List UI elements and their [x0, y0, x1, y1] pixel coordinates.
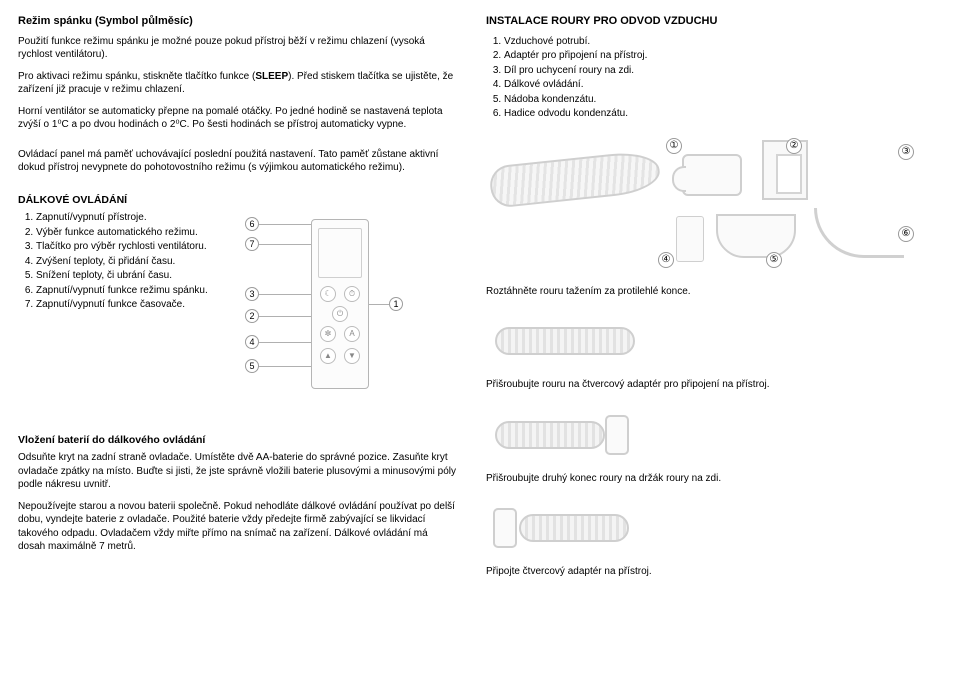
- part-5: Nádoba kondenzátu.: [504, 93, 938, 107]
- sleep-p3: Horní ventilátor se automaticky přepne n…: [18, 105, 456, 132]
- remote-item-1: Zapnutí/vypnutí přístroje.: [36, 211, 223, 225]
- parts-figure: ① ② ③ ④ ⑤ ⑥: [486, 136, 916, 271]
- fig-step2: [486, 406, 646, 462]
- pc-2: ②: [786, 138, 802, 154]
- step-3: Přišroubujte druhý konec roury na držák …: [486, 472, 938, 486]
- remote-up-icon: ▲: [320, 348, 336, 364]
- tray-shape: [716, 214, 796, 258]
- hose-shape: [488, 149, 661, 209]
- fig-step1: [486, 312, 646, 368]
- pc-4: ④: [658, 252, 674, 268]
- remote-body: ☾ ⏱ ⏻ ✼ A ▲ ▼: [311, 219, 369, 389]
- part-1: Vzduchové potrubí.: [504, 35, 938, 49]
- pc-5: ⑤: [766, 252, 782, 268]
- pipe-shape: [814, 208, 904, 258]
- remote-sleep-icon: ☾: [320, 286, 336, 302]
- step-4: Připojte čtvercový adaptér na přístroj.: [486, 565, 938, 579]
- small-remote-shape: [676, 216, 704, 262]
- remote-item-6: Zapnutí/vypnutí funkce režimu spánku.: [36, 284, 223, 298]
- remote-figure: 6 7 3 2 4 5 1 ☾ ⏱ ⏻ ✼ A ▲ ▼: [241, 211, 411, 411]
- part-3: Díl pro uchycení roury na zdi.: [504, 64, 938, 78]
- callout-7: 7: [245, 237, 259, 251]
- remote-down-icon: ▼: [344, 348, 360, 364]
- right-column: INSTALACE ROURY PRO ODVOD VZDUCHU Vzduch…: [478, 14, 938, 669]
- remote-fan-icon: ✼: [320, 326, 336, 342]
- remote-display: [318, 228, 362, 278]
- pc-6: ⑥: [898, 226, 914, 242]
- callout-1: 1: [389, 297, 403, 311]
- left-column: Režim spánku (Symbol půlměsíc) Použití f…: [18, 14, 478, 669]
- callout-6: 6: [245, 217, 259, 231]
- install-title: INSTALACE ROURY PRO ODVOD VZDUCHU: [486, 14, 938, 29]
- remote-item-7: Zapnutí/vypnutí funkce časovače.: [36, 298, 223, 312]
- sleep-p2a: Pro aktivaci režimu spánku, stiskněte tl…: [18, 71, 255, 82]
- remote-row: Zapnutí/vypnutí přístroje. Výběr funkce …: [18, 211, 456, 411]
- remote-item-3: Tlačítko pro výběr rychlosti ventilátoru…: [36, 240, 223, 254]
- battery-title: Vložení baterií do dálkového ovládání: [18, 433, 456, 447]
- remote-title: DÁLKOVÉ OVLÁDÁNÍ: [18, 193, 456, 207]
- fig-step3: [486, 499, 646, 555]
- step-1: Roztáhněte rouru tažením za protilehlé k…: [486, 285, 938, 299]
- remote-timer-icon: ⏱: [344, 286, 360, 302]
- remote-item-5: Snížení teploty, či ubrání času.: [36, 269, 223, 283]
- remote-item-2: Výběr funkce automatického režimu.: [36, 226, 223, 240]
- callout-5: 5: [245, 359, 259, 373]
- sleep-p2: Pro aktivaci režimu spánku, stiskněte tl…: [18, 70, 456, 97]
- part-6: Hadice odvodu kondenzátu.: [504, 107, 938, 121]
- battery-p2: Nepoužívejte starou a novou baterii spol…: [18, 500, 456, 554]
- sleep-p2b: SLEEP: [255, 71, 288, 82]
- battery-p1: Odsuňte kryt na zadní straně ovladače. U…: [18, 451, 456, 492]
- remote-item-4: Zvýšení teploty, či přidání času.: [36, 255, 223, 269]
- memory-p: Ovládací panel má paměť uchovávající pos…: [18, 148, 456, 175]
- sleep-title: Režim spánku (Symbol půlměsíc): [18, 14, 456, 29]
- part-4: Dálkové ovládání.: [504, 78, 938, 92]
- remote-power-icon: ⏻: [332, 306, 348, 322]
- remote-auto-icon: A: [344, 326, 360, 342]
- parts-list: Vzduchové potrubí. Adaptér pro připojení…: [486, 35, 938, 122]
- adapter-shape: [682, 154, 742, 196]
- callout-2: 2: [245, 309, 259, 323]
- pc-3: ③: [898, 144, 914, 160]
- callout-4: 4: [245, 335, 259, 349]
- remote-list: Zapnutí/vypnutí přístroje. Výběr funkce …: [18, 211, 223, 313]
- pc-1: ①: [666, 138, 682, 154]
- step-2: Přišroubujte rouru na čtvercový adaptér …: [486, 378, 938, 392]
- sleep-p1: Použití funkce režimu spánku je možné po…: [18, 35, 456, 62]
- part-2: Adaptér pro připojení na přístroj.: [504, 49, 938, 63]
- callout-3: 3: [245, 287, 259, 301]
